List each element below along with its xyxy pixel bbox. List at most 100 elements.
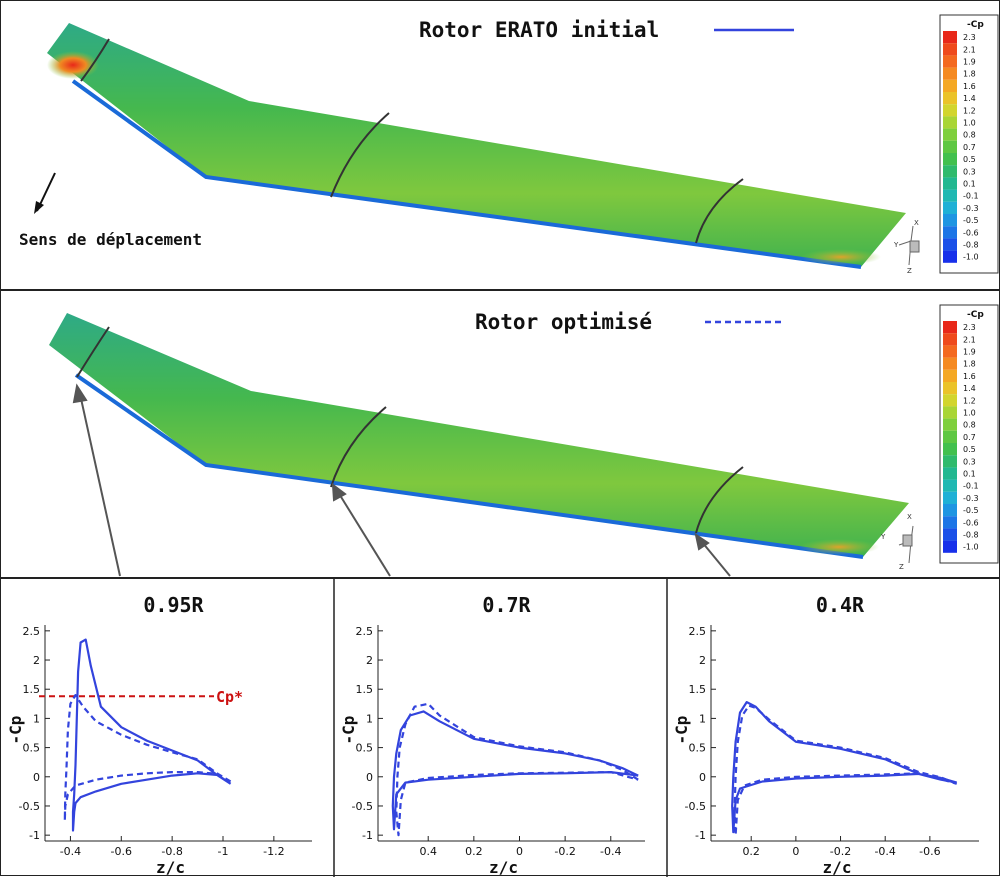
colorbar-swatch xyxy=(943,31,957,44)
colorbar-label: 0.8 xyxy=(963,131,976,140)
y-tick-label: 0 xyxy=(33,771,40,784)
x-tick-label: 0 xyxy=(792,845,799,858)
x-tick-label: -0.2 xyxy=(554,845,575,858)
colorbar-swatch xyxy=(943,369,957,382)
x-tick-label: -1 xyxy=(218,845,229,858)
colorbar-swatch xyxy=(943,92,957,105)
colorbar: -Cp 2.3 2.1 1.9 1.8 1.6 1.4 1.2 1.0 0.8 0.7 0.5 0.3 0… xyxy=(939,14,999,274)
plot-title: 0.4R xyxy=(816,593,865,617)
colorbar-label: -0.3 xyxy=(963,204,979,213)
optimized-rotor-title: Rotor optimisé xyxy=(475,310,652,334)
colorbar-swatch xyxy=(943,430,957,443)
colorbar-swatch xyxy=(943,250,957,263)
colorbar-label: 2.1 xyxy=(963,45,976,54)
colorbar-label: 0.3 xyxy=(963,457,976,466)
x-axis-label: z/c xyxy=(823,858,852,877)
y-tick-label: 0 xyxy=(366,771,373,784)
colorbar-swatch xyxy=(943,382,957,395)
colorbar-swatch xyxy=(943,504,957,517)
colorbar-swatch xyxy=(943,165,957,178)
colorbar-label: -0.8 xyxy=(963,241,979,250)
y-tick-label: 2.5 xyxy=(689,625,707,638)
y-tick-label: 1.5 xyxy=(23,683,41,696)
colorbar-swatch xyxy=(943,189,957,202)
series-optimized xyxy=(733,704,958,837)
cp-plots: 0.95R 2.5 2 1.5 1 0.5 0 -0.5 -1 -0.4 -0.6 -0.8 -1 -1.… xyxy=(6,579,979,877)
colorbar: -Cp 2.3 2.1 1.9 1.8 1.6 1.4 1.2 1.0 0.8 0.7 0.5 0.3 0… xyxy=(939,304,999,564)
blade-surface xyxy=(49,313,909,557)
colorbar-swatch xyxy=(943,104,957,117)
y-tick-label: 1 xyxy=(33,712,40,725)
colorbar-label: 1.6 xyxy=(963,372,976,381)
cp-plot-0.7R: 0.7R 2.5 2 1.5 1 0.5 0 -0.5 -1 0.4 0.2 0 -0.2 -0.4 z/c… xyxy=(339,593,645,877)
colorbar-swatch xyxy=(943,516,957,529)
x-tick-label: 0 xyxy=(516,845,523,858)
colorbar-label: 0.7 xyxy=(963,143,976,152)
blade-edge xyxy=(71,79,862,269)
colorbar-swatch xyxy=(943,43,957,56)
root-warm-zone xyxy=(801,249,881,265)
colorbar-swatch xyxy=(943,418,957,431)
x-axis-label: z/c xyxy=(156,858,185,877)
colorbar-swatch xyxy=(943,406,957,419)
colorbar-label: -0.3 xyxy=(963,494,979,503)
y-tick-label: 1.5 xyxy=(356,683,374,696)
colorbar-swatch xyxy=(943,394,957,407)
series-optimized xyxy=(395,702,639,837)
colorbar-label: -0.1 xyxy=(963,192,979,201)
colorbar-swatch xyxy=(943,226,957,239)
y-tick-label: 0.5 xyxy=(356,742,374,755)
colorbar-swatch xyxy=(943,79,957,92)
colorbar-swatch xyxy=(943,491,957,504)
y-tick-label: -0.5 xyxy=(19,800,40,813)
cp-plots-panel: 0.95R 2.5 2 1.5 1 0.5 0 -0.5 -1 -0.4 -0.6 -0.8 -1 -1.… xyxy=(0,578,1000,877)
colorbar-label: 0.7 xyxy=(963,433,976,442)
section-line-04R xyxy=(695,466,744,534)
colorbar-label: -0.5 xyxy=(963,506,979,515)
colorbar-label: -1.0 xyxy=(963,253,979,262)
section-line-095R xyxy=(76,326,110,378)
y-tick-label: -1 xyxy=(362,829,373,842)
colorbar-label: 2.3 xyxy=(963,33,976,42)
y-tick-label: 2.5 xyxy=(356,625,374,638)
colorbar-label: 0.1 xyxy=(963,180,976,189)
colorbar-swatch xyxy=(943,321,957,334)
critical-cp-label: Cp* xyxy=(216,688,243,706)
colorbar-label: 1.2 xyxy=(963,396,976,405)
colorbar-swatch xyxy=(943,479,957,492)
colorbar-title: -Cp xyxy=(967,20,984,30)
y-tick-label: 2 xyxy=(33,654,40,667)
section-line-07R xyxy=(330,112,390,198)
x-tick-label: -0.6 xyxy=(111,845,132,858)
colorbar-label: -0.6 xyxy=(963,518,979,527)
cp-plot-0.95R: 0.95R 2.5 2 1.5 1 0.5 0 -0.5 -1 -0.4 -0.6 -0.8 -1 -1.… xyxy=(6,593,312,877)
x-tick-label: 0.2 xyxy=(742,845,760,858)
y-axis-label: -Cp xyxy=(339,716,358,745)
colorbar-label: 1.9 xyxy=(963,348,976,357)
plot-title: 0.95R xyxy=(143,593,204,617)
colorbar-label: 1.2 xyxy=(963,106,976,115)
section-line-07R xyxy=(330,406,387,488)
colorbar-label: 0.1 xyxy=(963,470,976,479)
colorbar-swatch xyxy=(943,153,957,166)
colorbar-swatch xyxy=(943,345,957,358)
y-tick-label: 2.5 xyxy=(23,625,41,638)
svg-text:Z: Z xyxy=(907,267,912,275)
x-tick-label: 0.4 xyxy=(419,845,437,858)
section-line-04R xyxy=(695,178,744,244)
svg-text:Y: Y xyxy=(893,241,899,249)
colorbar-swatch xyxy=(943,128,957,141)
y-tick-label: -1 xyxy=(29,829,40,842)
svg-text:Y: Y xyxy=(880,533,886,541)
initial-rotor-view: Sens de déplacement Rotor ERATO initial … xyxy=(19,14,999,275)
colorbar-label: 1.8 xyxy=(963,360,976,369)
y-tick-label: -0.5 xyxy=(352,800,373,813)
svg-text:X: X xyxy=(907,513,912,521)
x-tick-label: -0.4 xyxy=(60,845,81,858)
colorbar-label: 1.4 xyxy=(963,384,976,393)
y-tick-label: -0.5 xyxy=(685,800,706,813)
y-tick-label: 1.5 xyxy=(689,683,707,696)
colorbar-label: -1.0 xyxy=(963,543,979,552)
svg-text:X: X xyxy=(914,219,919,227)
colorbar-swatch xyxy=(943,528,957,541)
